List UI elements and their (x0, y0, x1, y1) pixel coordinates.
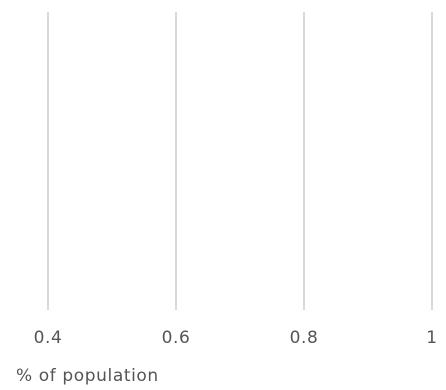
x-tick-label: 1 (426, 328, 437, 348)
x-tick-label: 0.8 (290, 328, 319, 348)
x-tick-labels: 0.4 0.6 0.8 1 (34, 328, 438, 348)
x-tick-label: 0.6 (162, 328, 191, 348)
x-gridlines (47, 12, 433, 310)
x-axis-title: % of population (16, 366, 159, 386)
x-tick-label: 0.4 (34, 328, 63, 348)
